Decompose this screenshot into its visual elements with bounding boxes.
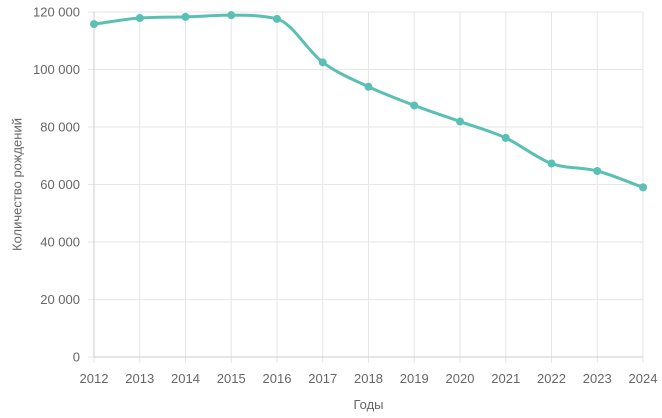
x-tick-label: 2018 <box>354 371 383 386</box>
data-point[interactable] <box>318 58 327 67</box>
x-tick-label: 2023 <box>583 371 612 386</box>
data-point[interactable] <box>547 159 556 168</box>
y-tick-label: 60 000 <box>40 177 80 192</box>
y-tick-label: 100 000 <box>33 62 80 77</box>
x-tick-label: 2019 <box>400 371 429 386</box>
data-point[interactable] <box>181 12 190 21</box>
x-tick-label: 2012 <box>80 371 109 386</box>
x-axis-title: Годы <box>353 397 383 412</box>
y-tick-labels: 0 20 000 40 000 60 000 80 000 100 000 120 000 <box>33 5 80 365</box>
grid <box>88 11 644 363</box>
data-point[interactable] <box>364 82 373 91</box>
x-tick-label: 2017 <box>308 371 337 386</box>
data-point[interactable] <box>410 101 419 110</box>
data-point[interactable] <box>90 20 98 29</box>
x-tick-label: 2024 <box>629 371 658 386</box>
data-point[interactable] <box>135 14 144 23</box>
x-tick-label: 2013 <box>125 371 154 386</box>
y-tick-label: 80 000 <box>40 120 80 135</box>
x-tick-label: 2020 <box>446 371 475 386</box>
x-tick-label: 2022 <box>537 371 566 386</box>
x-tick-label: 2014 <box>171 371 200 386</box>
x-tick-labels: 2012 2013 2014 2015 2016 2017 2018 2019 2020 2021… <box>80 371 658 386</box>
data-point[interactable] <box>273 14 281 23</box>
x-tick-label: 2016 <box>263 371 292 386</box>
x-tick-label: 2015 <box>217 371 246 386</box>
y-tick-label: 0 <box>73 350 80 365</box>
data-point[interactable] <box>456 117 464 126</box>
data-point[interactable] <box>639 183 647 192</box>
y-tick-label: 20 000 <box>40 292 80 307</box>
x-tick-label: 2021 <box>491 371 520 386</box>
data-point[interactable] <box>501 133 510 142</box>
axes <box>93 12 643 358</box>
y-tick-label: 120 000 <box>33 5 80 20</box>
data-point[interactable] <box>593 166 602 175</box>
series <box>90 11 647 192</box>
y-tick-label: 40 000 <box>40 235 80 250</box>
y-axis-title: Количество рождений <box>9 118 24 251</box>
data-point[interactable] <box>227 11 236 20</box>
